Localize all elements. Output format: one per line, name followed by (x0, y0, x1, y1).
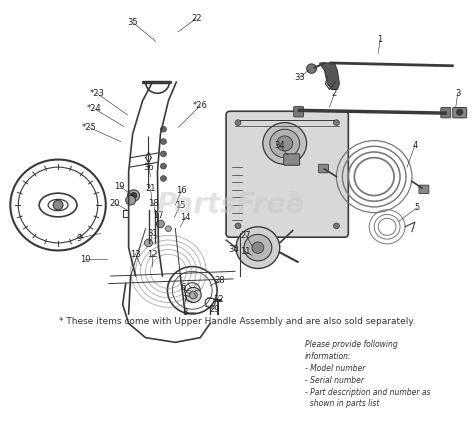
Circle shape (189, 288, 195, 293)
Text: 28: 28 (215, 276, 226, 285)
Text: 34: 34 (274, 141, 285, 150)
Circle shape (277, 136, 292, 151)
Text: 35: 35 (128, 18, 138, 27)
Text: * These items come with Upper Handle Assembly and are also sold separately.: * These items come with Upper Handle Ass… (59, 317, 415, 326)
Circle shape (161, 163, 166, 169)
Circle shape (185, 288, 201, 303)
Text: 10: 10 (80, 255, 90, 264)
Circle shape (161, 176, 166, 181)
Text: *26: *26 (193, 101, 208, 110)
Text: 29: 29 (210, 305, 220, 314)
Circle shape (236, 227, 280, 269)
Circle shape (457, 109, 463, 115)
Text: 16: 16 (176, 187, 187, 195)
Text: Please provide following
information:
- Model number
- Serial number
- Part desc: Please provide following information: - … (305, 341, 430, 408)
Text: *24: *24 (86, 104, 101, 113)
Text: 30: 30 (229, 245, 239, 254)
Text: 13: 13 (130, 250, 141, 259)
Text: PartsFree: PartsFree (156, 191, 304, 219)
Circle shape (333, 120, 339, 125)
Text: 27: 27 (241, 231, 251, 240)
Text: 32: 32 (213, 295, 223, 304)
Circle shape (145, 239, 153, 247)
Circle shape (126, 195, 136, 205)
Polygon shape (319, 63, 339, 90)
Text: 2: 2 (332, 89, 337, 98)
Circle shape (161, 139, 166, 144)
Text: 9: 9 (76, 234, 82, 242)
Text: 12: 12 (147, 250, 158, 259)
FancyBboxPatch shape (453, 107, 466, 118)
Text: 17: 17 (153, 211, 164, 220)
Circle shape (156, 220, 164, 228)
Text: 21: 21 (145, 184, 156, 193)
Circle shape (165, 226, 172, 232)
Text: 31: 31 (147, 229, 158, 238)
FancyBboxPatch shape (284, 154, 300, 165)
Text: 8: 8 (182, 307, 188, 317)
Text: TM: TM (290, 191, 300, 197)
Text: 5: 5 (414, 203, 419, 212)
Circle shape (161, 126, 166, 132)
Text: 3: 3 (455, 89, 460, 98)
Circle shape (333, 223, 339, 229)
Text: 6: 6 (181, 283, 186, 292)
FancyBboxPatch shape (441, 107, 451, 118)
Circle shape (53, 200, 63, 210)
Circle shape (128, 190, 139, 201)
Text: 7: 7 (182, 295, 188, 304)
Circle shape (161, 151, 166, 157)
Text: 20: 20 (109, 199, 120, 208)
Text: 4: 4 (412, 141, 418, 150)
Text: *25: *25 (82, 123, 96, 132)
Text: 14: 14 (180, 213, 191, 222)
Text: 1: 1 (377, 35, 383, 44)
Circle shape (244, 234, 272, 261)
Circle shape (270, 129, 300, 157)
Text: 19: 19 (114, 181, 125, 191)
Text: 15: 15 (175, 200, 186, 210)
Circle shape (263, 123, 307, 164)
Text: 18: 18 (148, 199, 159, 208)
Circle shape (235, 120, 241, 125)
FancyBboxPatch shape (226, 111, 348, 237)
FancyBboxPatch shape (419, 185, 429, 194)
Circle shape (189, 291, 197, 299)
Text: 36: 36 (143, 163, 154, 172)
FancyBboxPatch shape (319, 164, 328, 173)
Text: 22: 22 (191, 14, 201, 23)
Circle shape (252, 242, 264, 253)
FancyBboxPatch shape (294, 107, 304, 117)
Text: *23: *23 (90, 89, 104, 98)
Circle shape (307, 64, 317, 73)
Text: 33: 33 (294, 73, 305, 82)
Circle shape (131, 193, 137, 198)
Text: 11: 11 (240, 247, 250, 256)
Circle shape (235, 223, 241, 229)
